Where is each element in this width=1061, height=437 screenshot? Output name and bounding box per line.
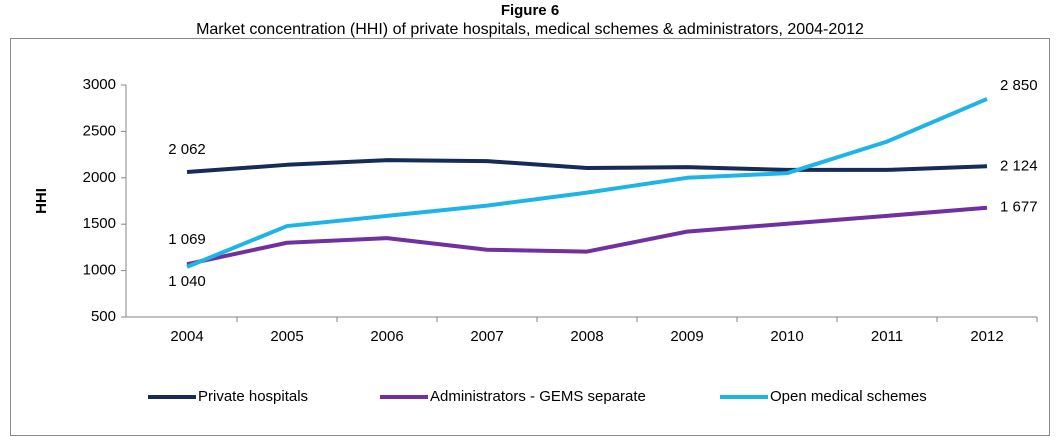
- y-tick-label: 2000: [83, 169, 116, 186]
- x-tick-label: 2005: [270, 328, 303, 345]
- x-tick-label: 2004: [170, 328, 203, 345]
- data-label: 1 069: [168, 231, 206, 248]
- series-line: [186, 205, 988, 267]
- y-axis-label: HHI: [33, 188, 50, 214]
- y-tick-label: 3000: [83, 76, 116, 93]
- legend-label: Open medical schemes: [770, 388, 927, 405]
- series-line: [186, 158, 988, 175]
- data-label: 2 850: [1000, 77, 1038, 94]
- legend-label: Private hospitals: [198, 388, 308, 405]
- legend-label: Administrators - GEMS separate: [430, 388, 646, 405]
- chart-subtitle: Market concentration (HHI) of private ho…: [196, 21, 864, 38]
- x-tick-label: 2006: [370, 328, 403, 345]
- x-tick-label: 2007: [470, 328, 503, 345]
- x-tick-label: 2012: [970, 328, 1003, 345]
- y-tick-label: 1500: [83, 215, 116, 232]
- data-label: 2 124: [1000, 157, 1038, 174]
- series-line: [186, 97, 988, 269]
- x-tick-label: 2011: [871, 328, 903, 345]
- data-label: 1 677: [1000, 199, 1038, 216]
- data-label: 1 040: [168, 273, 206, 290]
- x-tick-label: 2008: [570, 328, 603, 345]
- y-tick-label: 2500: [83, 122, 116, 139]
- y-tick-label: 1000: [83, 262, 116, 279]
- x-tick-label: 2009: [670, 328, 703, 345]
- y-tick-label: 500: [91, 308, 116, 325]
- chart-title: Figure 6: [501, 2, 559, 19]
- x-tick-label: 2010: [770, 328, 803, 345]
- chart-frame: [10, 38, 1050, 436]
- data-label: 2 062: [168, 141, 206, 158]
